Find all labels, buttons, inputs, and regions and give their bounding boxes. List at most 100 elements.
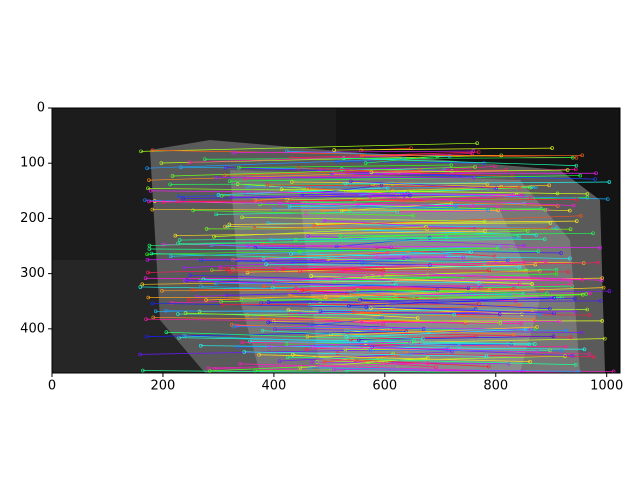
match-line bbox=[269, 341, 411, 348]
keypoint bbox=[279, 187, 284, 192]
keypoint bbox=[291, 352, 295, 357]
keypoint bbox=[458, 173, 463, 178]
y-tick-label: 400 bbox=[20, 321, 45, 336]
match-line bbox=[347, 169, 507, 173]
keypoint bbox=[545, 291, 549, 296]
keypoint bbox=[297, 166, 301, 170]
keypoint bbox=[144, 334, 149, 339]
match-line bbox=[334, 147, 553, 151]
match-line bbox=[267, 184, 520, 188]
match-line bbox=[179, 236, 447, 241]
match-line bbox=[300, 271, 583, 281]
keypoint bbox=[571, 203, 576, 208]
match-line bbox=[241, 216, 485, 222]
match-line bbox=[331, 172, 596, 180]
keypoint bbox=[143, 198, 147, 202]
match-line bbox=[273, 206, 456, 210]
keypoint bbox=[318, 299, 322, 303]
y-tick-label: 100 bbox=[20, 156, 45, 171]
keypoint bbox=[409, 146, 413, 151]
keypoint bbox=[343, 181, 348, 186]
keypoint bbox=[237, 165, 241, 170]
keypoint bbox=[153, 309, 158, 314]
keypoint bbox=[557, 319, 562, 324]
keypoint bbox=[519, 193, 524, 197]
keypoint bbox=[529, 327, 533, 332]
keypoint bbox=[566, 270, 571, 274]
keypoint bbox=[332, 148, 337, 152]
keypoint bbox=[568, 256, 572, 261]
keypoint bbox=[243, 192, 247, 197]
match-line bbox=[259, 354, 531, 362]
keypoint bbox=[194, 294, 199, 299]
match-line bbox=[347, 330, 429, 333]
keypoint bbox=[164, 308, 168, 313]
keypoint bbox=[260, 328, 265, 333]
keypoint bbox=[338, 234, 343, 238]
keypoint bbox=[145, 166, 149, 170]
match-line bbox=[226, 268, 384, 271]
keypoint bbox=[548, 221, 553, 225]
match-line bbox=[147, 158, 404, 169]
match-line bbox=[218, 187, 388, 196]
match-line bbox=[272, 284, 396, 288]
x-tick-label: 0 bbox=[48, 379, 56, 394]
keypoint bbox=[204, 298, 208, 302]
keypoint bbox=[457, 344, 461, 348]
keypoint bbox=[331, 171, 335, 176]
keypoint bbox=[494, 186, 499, 191]
keypoint bbox=[182, 334, 187, 338]
keypoint bbox=[340, 295, 344, 300]
keypoint bbox=[476, 150, 481, 154]
keypoint bbox=[483, 229, 487, 233]
match-line bbox=[237, 325, 531, 330]
match-line bbox=[185, 312, 501, 324]
keypoint bbox=[568, 227, 573, 231]
keypoint bbox=[298, 269, 302, 274]
x-tick-label: 600 bbox=[372, 379, 397, 394]
match-line bbox=[277, 261, 546, 270]
keypoint bbox=[184, 278, 189, 282]
keypoint bbox=[497, 244, 502, 249]
keypoint bbox=[574, 163, 579, 168]
keypoint bbox=[300, 288, 304, 292]
keypoint bbox=[573, 309, 578, 314]
keypoint bbox=[574, 155, 579, 160]
match-line bbox=[161, 289, 475, 292]
match-line bbox=[233, 150, 474, 154]
match-line bbox=[324, 220, 475, 230]
keypoint bbox=[146, 270, 150, 275]
match-line bbox=[324, 355, 398, 363]
keypoint bbox=[186, 298, 191, 302]
match-line bbox=[365, 338, 605, 344]
keypoint bbox=[466, 286, 471, 291]
keypoint bbox=[145, 257, 150, 262]
keypoint bbox=[530, 308, 534, 312]
keypoint bbox=[584, 292, 588, 296]
keypoint bbox=[284, 342, 289, 346]
keypoint bbox=[150, 148, 155, 153]
match-line bbox=[311, 275, 533, 285]
keypoint bbox=[168, 182, 172, 187]
keypoint bbox=[517, 185, 522, 190]
keypoint bbox=[227, 179, 232, 184]
keypoint bbox=[469, 250, 473, 254]
keypoint bbox=[580, 292, 585, 297]
keypoint bbox=[199, 258, 203, 263]
keypoint bbox=[224, 293, 229, 298]
keypoint bbox=[355, 288, 360, 292]
keypoint bbox=[341, 156, 346, 161]
keypoint bbox=[197, 309, 202, 314]
keypoint bbox=[146, 295, 151, 300]
keypoint bbox=[144, 317, 148, 321]
keypoint bbox=[248, 339, 252, 344]
match-line bbox=[354, 199, 558, 207]
keypoint bbox=[536, 249, 541, 254]
keypoint bbox=[271, 207, 276, 211]
match-line bbox=[170, 246, 500, 257]
keypoint bbox=[415, 316, 420, 320]
keypoint bbox=[393, 294, 398, 299]
match-line bbox=[149, 235, 519, 246]
keypoint bbox=[238, 362, 242, 366]
keypoint bbox=[149, 251, 154, 256]
